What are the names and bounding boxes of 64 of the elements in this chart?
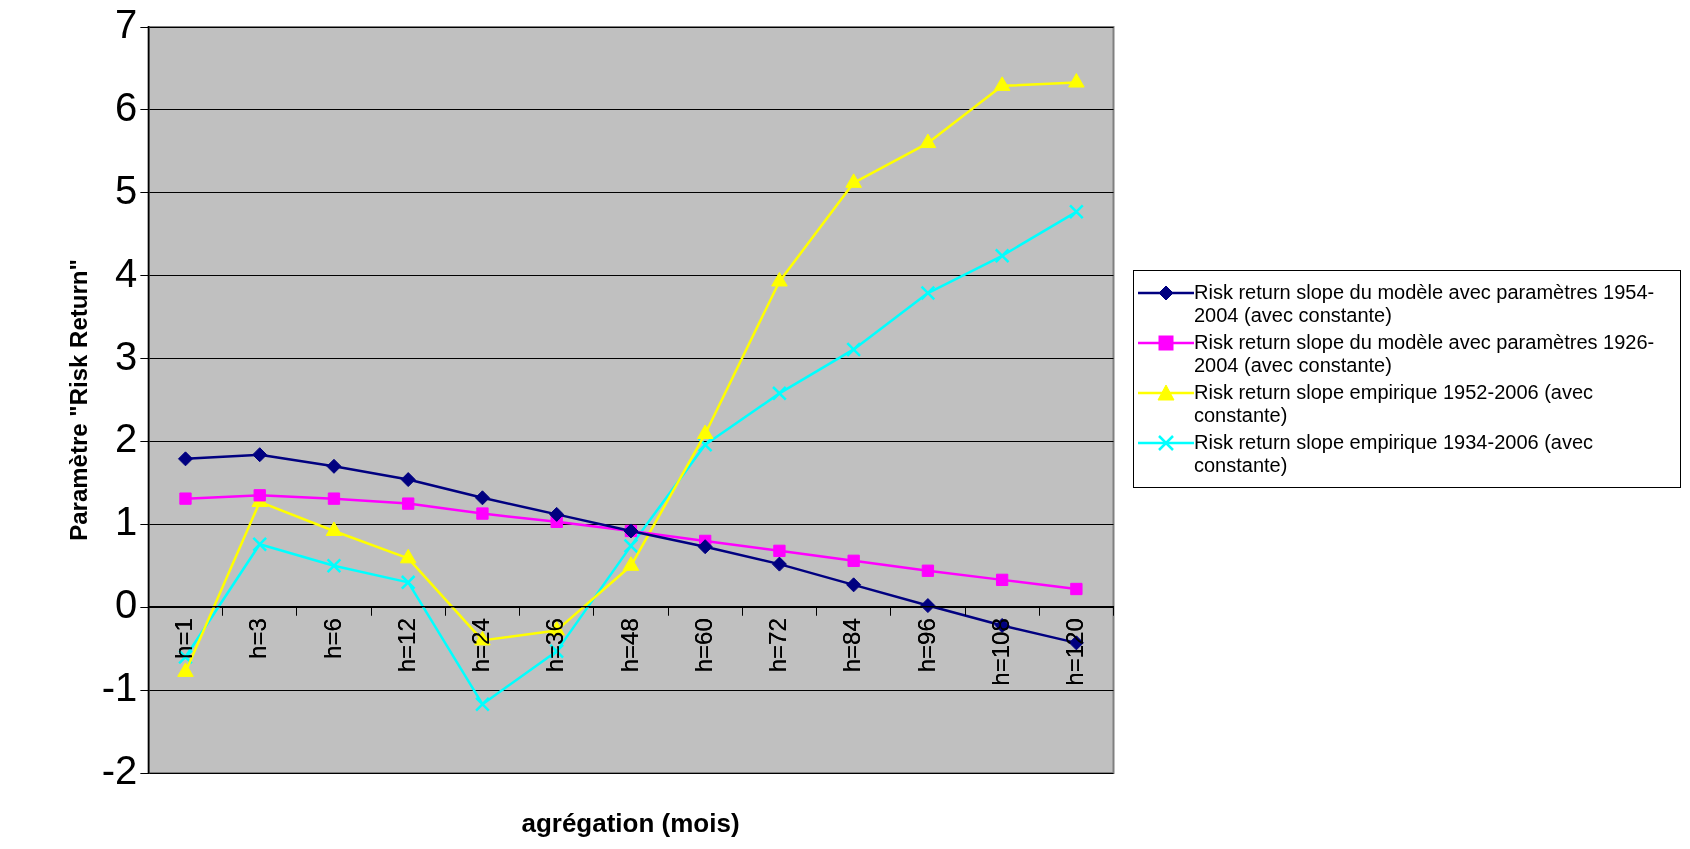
point bbox=[252, 536, 268, 552]
legend-label: Risk return slope du modèle avec paramètres 1926-2004 (avec constante) bbox=[1194, 331, 1656, 377]
y-tick-label: 1 bbox=[115, 499, 138, 544]
x-tick-label: h=72 bbox=[764, 618, 792, 673]
point bbox=[845, 173, 862, 188]
point bbox=[995, 573, 1009, 587]
point bbox=[400, 574, 416, 590]
y-tick-label: 3 bbox=[115, 333, 138, 378]
legend-label: Risk return slope empirique 1934-2006 (avec constante) bbox=[1194, 431, 1595, 477]
point bbox=[549, 506, 565, 522]
point bbox=[921, 564, 935, 577]
point bbox=[400, 472, 416, 488]
point bbox=[327, 492, 341, 505]
y-tick-label: 4 bbox=[115, 250, 138, 295]
x-tick-label: h=24 bbox=[467, 618, 495, 673]
point bbox=[697, 437, 713, 453]
point bbox=[1070, 582, 1083, 596]
point bbox=[177, 451, 193, 467]
x-tick-label: h=96 bbox=[912, 618, 940, 673]
point bbox=[326, 558, 342, 574]
legend-label: Risk return slope empirique 1952-2006 (avec constante) bbox=[1194, 381, 1595, 427]
point bbox=[846, 341, 862, 358]
y-tick-label: 0 bbox=[115, 582, 138, 627]
y-tick-label: -2 bbox=[101, 748, 138, 793]
point bbox=[994, 248, 1010, 264]
point bbox=[1068, 204, 1084, 220]
point bbox=[919, 133, 937, 149]
x-tick-label: h=120 bbox=[1061, 618, 1088, 686]
point bbox=[773, 544, 786, 558]
y-tick-label: 7 bbox=[115, 2, 138, 47]
point bbox=[253, 489, 266, 502]
point bbox=[179, 492, 192, 505]
point bbox=[476, 507, 489, 520]
y-tick-label: -1 bbox=[101, 665, 138, 710]
point bbox=[771, 385, 788, 401]
point bbox=[771, 271, 788, 287]
y-tick-label: 2 bbox=[115, 416, 138, 461]
point bbox=[474, 490, 490, 506]
point bbox=[623, 538, 639, 554]
x-tick-label: h=3 bbox=[244, 618, 272, 659]
y-tick-label: 5 bbox=[115, 167, 138, 212]
point bbox=[697, 539, 713, 555]
x-axis-title: agrégation (mois) bbox=[520, 808, 741, 839]
x-tick-label: h=1 bbox=[170, 618, 198, 659]
legend-label: Risk return slope du modèle avec paramètres 1954-2004 (avec constante) bbox=[1194, 281, 1656, 327]
point bbox=[1068, 73, 1085, 88]
point bbox=[847, 554, 860, 567]
point bbox=[920, 285, 936, 301]
point bbox=[252, 447, 268, 463]
y-tick-label: 6 bbox=[115, 84, 138, 129]
point bbox=[326, 458, 342, 474]
point bbox=[474, 696, 491, 712]
point bbox=[771, 556, 787, 572]
point bbox=[846, 577, 862, 593]
point bbox=[993, 76, 1011, 91]
y-axis-title: Paramètre "Risk Return" bbox=[65, 259, 93, 541]
x-tick-label: h=60 bbox=[689, 618, 717, 673]
x-tick-label: h=12 bbox=[392, 618, 420, 673]
x-tick-label: h=108 bbox=[986, 618, 1014, 686]
point bbox=[402, 497, 415, 510]
x-tick-label: h=36 bbox=[541, 618, 569, 673]
x-tick-label: h=84 bbox=[838, 618, 866, 673]
x-tick-label: h=6 bbox=[318, 618, 346, 659]
x-tick-label: h=48 bbox=[615, 618, 643, 673]
